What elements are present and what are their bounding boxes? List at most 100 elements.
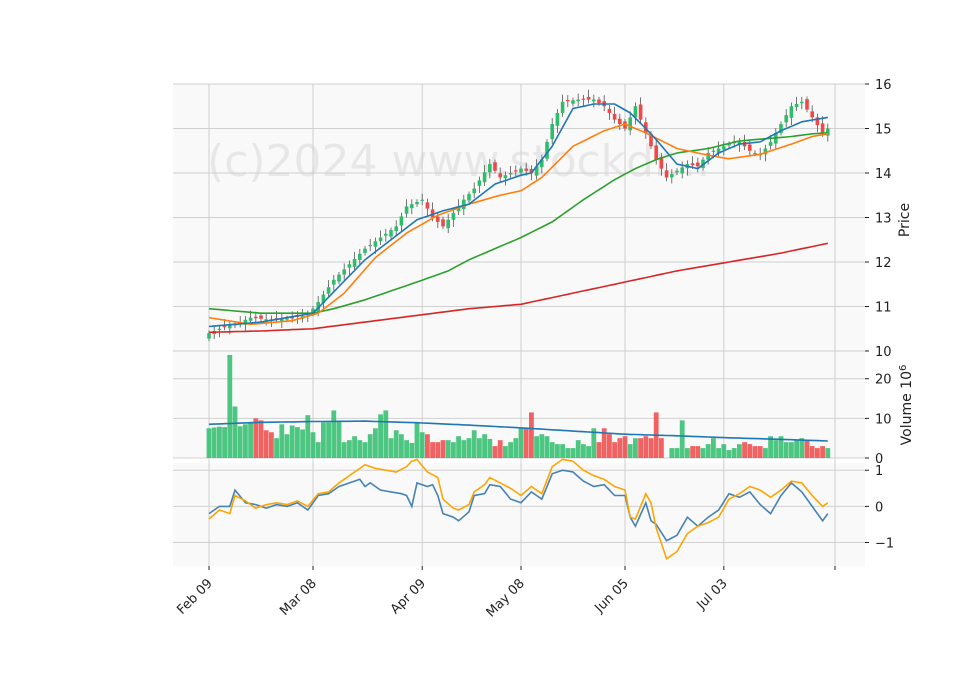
candle (259, 312, 263, 322)
volume-bar (690, 446, 695, 458)
volume-bar (300, 429, 305, 458)
candle-body (696, 162, 700, 167)
candle-body (389, 230, 393, 237)
candle-body (784, 115, 788, 123)
candle-body (514, 170, 518, 172)
x-tick-label: Apr 09 (388, 576, 429, 617)
oscillator-fast-line (208, 469, 829, 542)
candle (768, 134, 773, 150)
volume-bar (269, 432, 274, 458)
volume-bar (591, 428, 597, 458)
oscillator-y-tick-label: −1 (875, 537, 894, 552)
volume-bar (721, 444, 727, 458)
volume-bar (404, 440, 409, 458)
candle-body (394, 226, 398, 231)
volume-bar (305, 415, 311, 458)
volume-bar (367, 434, 373, 458)
candle-body (628, 117, 632, 131)
volume-bar (825, 448, 831, 458)
candle-body (425, 202, 430, 209)
candle-body (607, 108, 612, 113)
volume-bar (586, 446, 591, 458)
candle-body (248, 317, 253, 321)
price-axis-title: Price (897, 203, 913, 237)
volume-bar (544, 436, 550, 458)
candle-body (467, 194, 471, 201)
candle-body (207, 333, 211, 339)
candle (508, 165, 513, 179)
x-tick-label: Jul 03 (694, 576, 731, 613)
volume-bar (685, 448, 690, 458)
volume-bar (549, 442, 555, 458)
volume-ma-line (208, 420, 828, 442)
watermark: (c)2024 www.stockdr... (207, 136, 710, 187)
price-y-tick-label: 14 (875, 167, 892, 182)
candle-body (415, 201, 419, 205)
volume-bar (399, 434, 404, 458)
candle-body (254, 316, 258, 319)
candle-body (618, 118, 622, 125)
candle-body (722, 146, 726, 150)
candle (680, 161, 684, 179)
volume-bar (497, 440, 503, 458)
volume-bar (565, 448, 571, 458)
volume-y-tick-label: 0 (875, 452, 883, 467)
candle-body (690, 163, 695, 166)
candle-body (659, 156, 664, 169)
volume-bar (617, 438, 623, 458)
candle (321, 290, 326, 311)
candle (555, 109, 560, 133)
volume-bar (659, 438, 664, 458)
volume-bar (575, 440, 581, 458)
candle-body (358, 253, 362, 260)
candle-body (498, 173, 502, 178)
candle (716, 141, 721, 158)
candle-body (332, 279, 336, 285)
candle-body (430, 209, 435, 218)
volume-bar (726, 450, 732, 458)
candle-body (753, 152, 757, 155)
volume-axis-title: Volume 106 (898, 365, 916, 446)
candle-body (597, 99, 601, 103)
volume-bar (679, 420, 685, 458)
candle (696, 157, 700, 173)
candle-body (410, 204, 414, 209)
volume-bar (508, 442, 513, 458)
candle-body (555, 112, 560, 126)
volume-bar (445, 440, 451, 458)
candle (358, 248, 362, 266)
candle (207, 330, 211, 342)
candle (337, 271, 341, 285)
volume-bar (539, 434, 545, 458)
candle (794, 96, 799, 111)
price-y-tick-label: 15 (875, 123, 892, 138)
volume-bar (622, 436, 628, 458)
candle (332, 274, 336, 291)
volume-bar (263, 430, 269, 458)
volume-bar (716, 448, 721, 458)
candle-body (727, 144, 731, 146)
candle (815, 113, 820, 133)
candle (326, 280, 331, 298)
volume-bar (315, 442, 321, 458)
volume-bar (523, 428, 529, 458)
candle-body (384, 233, 388, 236)
volume-bar (206, 428, 212, 458)
candle (394, 220, 398, 236)
candle-body (243, 319, 248, 325)
volume-bar (211, 427, 217, 458)
candle-body (347, 264, 352, 268)
volume-bar (695, 446, 701, 458)
candle-body (508, 173, 513, 175)
candle-body (482, 172, 487, 183)
candle-body (654, 145, 658, 160)
candle-body (649, 133, 653, 147)
candle (384, 228, 388, 242)
candle-body (462, 199, 466, 210)
candle-body (576, 99, 580, 102)
candle (576, 93, 580, 107)
price-y-tick-label: 12 (875, 256, 892, 271)
candle-body (488, 164, 492, 173)
volume-bar (253, 418, 259, 458)
candle (592, 94, 596, 108)
